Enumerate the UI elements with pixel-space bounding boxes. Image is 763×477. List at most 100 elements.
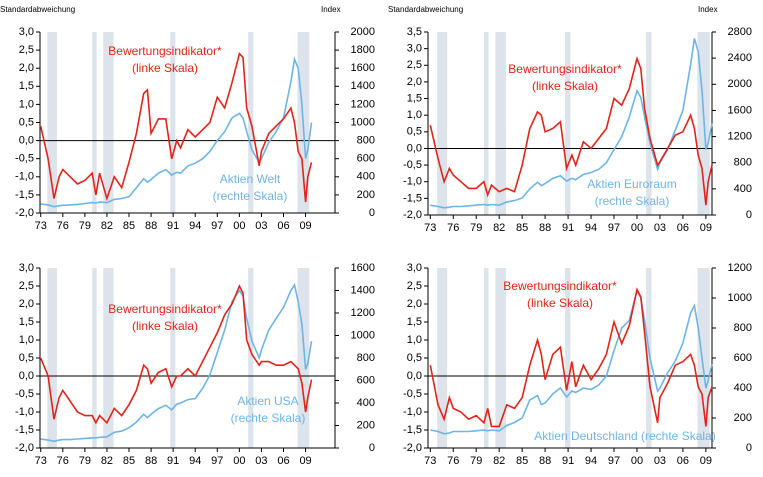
shaded-period: [483, 268, 489, 448]
y2-tick-label: 1000: [728, 292, 752, 304]
annotation: (linke Skala): [532, 79, 598, 93]
x-tick-label: 94: [189, 220, 201, 232]
shaded-period: [565, 268, 571, 448]
x-tick-label: 85: [516, 455, 528, 467]
annotation: (rechte Skala): [231, 411, 306, 425]
y-tick-label: 1,0: [19, 98, 34, 110]
annotation: Bewertungsindikator*: [108, 302, 222, 316]
y-tick-label: -1,0: [15, 171, 34, 183]
shaded-period: [565, 32, 571, 215]
y2-tick-label: 0: [746, 442, 752, 454]
y-tick-label: 0,0: [19, 370, 34, 382]
x-tick-label: 91: [562, 455, 574, 467]
x-tick-label: 91: [562, 222, 574, 234]
y2-tick-label: 600: [357, 153, 375, 165]
x-tick-label: 88: [539, 455, 551, 467]
shaded-period: [170, 268, 176, 448]
y-tick-label: 1,0: [19, 334, 34, 346]
series-line: [39, 52, 313, 203]
y2-tick-label: 200: [357, 189, 375, 201]
series-line: [429, 287, 713, 428]
series-line: [430, 38, 713, 209]
y-tick-label: 1,0: [407, 109, 422, 121]
annotation: Aktien Deutschland (rechte Skala): [534, 429, 715, 443]
x-tick-label: 73: [424, 222, 436, 234]
y-tick-label: -2,0: [403, 442, 422, 454]
y2-tick-label: 2000: [351, 26, 375, 38]
x-tick-label: 09: [299, 455, 311, 467]
y2-tick-label: 800: [357, 352, 375, 364]
y-tick-label: 3,0: [407, 43, 422, 55]
y-tick-label: 0,0: [407, 142, 422, 154]
y2-tick-label: 400: [357, 397, 375, 409]
shaded-period: [92, 268, 97, 448]
x-tick-label: 94: [585, 455, 597, 467]
y2-tick-label: 1200: [728, 130, 752, 142]
shaded-period: [103, 32, 114, 213]
y-tick-label: 2,0: [19, 298, 34, 310]
x-tick-label: 85: [516, 222, 528, 234]
y2-tick-label: 1800: [351, 44, 375, 56]
shaded-period: [495, 32, 507, 215]
y-tick-label: -0,5: [403, 159, 422, 171]
x-tick-label: 03: [255, 220, 267, 232]
y2-tick-label: 1600: [728, 104, 752, 116]
x-tick-label: 09: [700, 455, 712, 467]
y2-tick-label: 0: [369, 442, 375, 454]
y2-tick-label: 1200: [351, 307, 375, 319]
shaded-period: [248, 268, 254, 448]
y2-tick-label: 1400: [351, 80, 375, 92]
x-tick-label: 82: [493, 455, 505, 467]
y-tick-label: 2,0: [407, 298, 422, 310]
shaded-period: [646, 32, 652, 215]
y-tick-label: -2,0: [15, 207, 34, 219]
y-tick-label: 0,5: [407, 126, 422, 138]
x-tick-label: 00: [233, 455, 245, 467]
series-line: [430, 288, 713, 435]
x-tick-label: 79: [79, 220, 91, 232]
x-tick-label: 79: [470, 222, 482, 234]
annotation: (linke Skala): [527, 296, 593, 310]
y2-tick-label: 600: [357, 374, 375, 386]
y2-tick-label: 1000: [351, 329, 375, 341]
y-tick-label: 0,5: [19, 352, 34, 364]
shaded-period: [297, 268, 310, 448]
x-tick-label: 88: [145, 220, 157, 232]
annotation: (rechte Skala): [213, 189, 288, 203]
x-tick-label: 97: [211, 220, 223, 232]
y-tick-label: -1,5: [15, 189, 34, 201]
y-tick-label: -1,0: [403, 176, 422, 188]
y2-tick-label: 1400: [351, 284, 375, 296]
y-tick-label: -0,5: [403, 388, 422, 400]
y-tick-label: -1,5: [403, 192, 422, 204]
x-tick-label: 88: [539, 222, 551, 234]
y2-tick-label: 400: [734, 382, 752, 394]
series-line: [39, 284, 313, 425]
x-tick-label: 76: [57, 220, 69, 232]
x-tick-label: 00: [631, 455, 643, 467]
x-tick-label: 06: [277, 220, 289, 232]
y-tick-label: -2,0: [15, 442, 34, 454]
annotation: Aktien Euroraum: [587, 177, 676, 191]
y2-tick-label: 2800: [728, 26, 752, 38]
x-tick-label: 76: [447, 455, 459, 467]
annotation: Bewertungsindikator*: [108, 44, 222, 58]
annotation: (rechte Skala): [595, 194, 670, 208]
y-tick-label: -1,0: [15, 406, 34, 418]
y-tick-label: 1,5: [19, 316, 34, 328]
y-tick-label: 0,5: [19, 116, 34, 128]
y-tick-label: 0,5: [407, 352, 422, 364]
x-tick-label: 91: [167, 220, 179, 232]
y2-tick-label: 0: [369, 207, 375, 219]
y-tick-label: 3,0: [19, 26, 34, 38]
y2-tick-label: 800: [734, 157, 752, 169]
y-tick-label: 0,0: [19, 135, 34, 147]
x-tick-label: 09: [299, 220, 311, 232]
y-tick-label: 2,5: [407, 59, 422, 71]
shaded-period: [437, 32, 448, 215]
x-tick-label: 06: [677, 222, 689, 234]
series-line: [429, 55, 713, 206]
x-tick-label: 73: [424, 455, 436, 467]
y-tick-label: 3,5: [407, 26, 422, 38]
annotation: Bewertungsindikator*: [503, 279, 617, 293]
